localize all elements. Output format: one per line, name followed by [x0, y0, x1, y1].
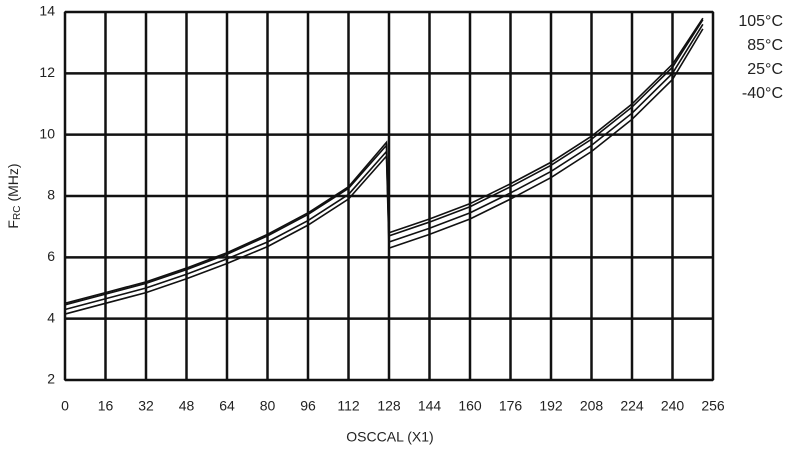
x-tick-label: 64 [219, 398, 235, 414]
legend-label: 85°C [747, 37, 783, 54]
legend-label: -40°C [742, 85, 783, 102]
y-label-main: F [5, 220, 21, 229]
x-tick-label: 208 [580, 398, 604, 414]
y-tick-label: 2 [47, 371, 55, 387]
legend-label: 25°C [747, 61, 783, 78]
x-tick-label: 16 [98, 398, 114, 414]
x-tick-label: 224 [620, 398, 644, 414]
x-tick-label: 240 [661, 398, 685, 414]
legend-label: 105°C [738, 13, 783, 30]
y-tick-label: 12 [39, 64, 55, 80]
y-tick-label: 8 [47, 187, 55, 203]
x-tick-label: 144 [418, 398, 442, 414]
x-tick-label: 32 [138, 398, 154, 414]
x-tick-label: 80 [260, 398, 276, 414]
y-tick-label: 10 [39, 125, 55, 141]
y-label-sub: RC [12, 206, 23, 220]
series-line [64, 28, 704, 315]
x-tick-label: 0 [61, 398, 69, 414]
y-tick-label: 6 [47, 248, 55, 264]
x-tick-label: 160 [458, 398, 482, 414]
x-axis-label: OSCCAL (X1) [346, 429, 433, 445]
x-tick-label: 48 [179, 398, 195, 414]
y-tick-label: 4 [47, 309, 55, 325]
x-tick-label: 112 [337, 398, 360, 414]
x-tick-label: 128 [377, 398, 401, 414]
x-tick-label: 192 [539, 398, 563, 414]
x-tick-label: 96 [300, 398, 316, 414]
y-axis-label: FRC (MHz) [5, 163, 23, 228]
y-label-unit: (MHz) [5, 163, 21, 201]
y-tick-label: 14 [39, 3, 55, 19]
x-tick-label: 176 [499, 398, 523, 414]
x-tick-label: 256 [701, 398, 725, 414]
